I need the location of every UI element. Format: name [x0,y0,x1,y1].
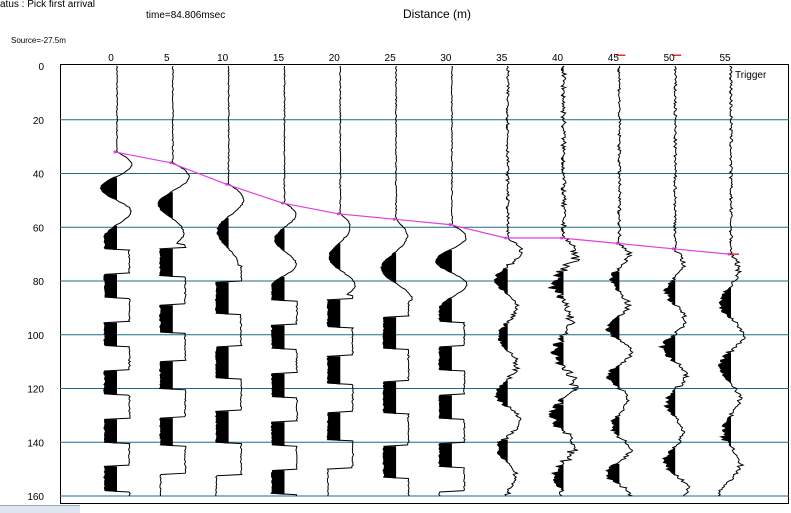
trace-fill [158,192,173,447]
x-tick-label: 45 [608,53,620,64]
x-tick-label: 10 [217,53,229,64]
seismic-trace [326,66,356,497]
pick-point[interactable] [615,241,619,245]
x-tick-label: 55 [719,53,731,64]
trace-fill [659,87,676,476]
y-tick-label: 0 [38,62,44,73]
pick-point[interactable] [671,247,675,251]
y-tick-label: 40 [33,170,45,181]
seismic-trace [657,65,691,497]
y-tick-label: 80 [33,277,45,288]
trace-fill [380,252,397,479]
x-tick-label: 0 [108,53,114,64]
trace-fill [327,243,341,441]
seismic-traces [99,54,746,497]
x-axis-title: Distance (m) [403,7,472,21]
seismic-trace [214,65,245,497]
seismic-trace [435,65,468,497]
first-arrival-pick-line[interactable] [114,151,730,255]
seismic-trace [270,66,299,497]
seismic-trace [493,65,524,497]
x-tick-label: 5 [164,53,170,64]
trace-fill [605,68,620,484]
seismic-trace [605,65,634,497]
y-tick-label: 120 [27,385,44,396]
seismic-trace [548,65,581,497]
trace-fill [435,250,452,468]
trace-fill [271,228,285,495]
y-tick-label: 140 [27,438,44,449]
first-arrival-picks [113,150,739,256]
x-tick-label: 25 [385,53,397,64]
x-tick-labels: 0 5 10 15 20 25 30 35 40 45 50 55 [108,53,731,64]
status-text: atus : Pick first arrival [0,0,96,10]
pick-point[interactable] [504,236,508,240]
pick-point[interactable] [225,182,229,186]
x-tick-label: 15 [273,53,285,64]
y-tick-label: 20 [33,116,45,127]
seismic-trace [99,65,133,497]
horizontal-scrollbar[interactable] [0,505,80,513]
x-tick-label: 40 [552,53,564,64]
x-tick-label: 35 [496,53,508,64]
pick-point[interactable] [169,161,173,165]
x-tick-label: 50 [664,53,676,64]
seismogram-frame [60,64,789,504]
pick-point[interactable] [392,217,396,221]
trace-fill [215,217,229,444]
x-tick-label: 20 [329,53,341,64]
y-tick-labels: 0 20 40 60 80 100 120 140 160 [27,62,44,503]
source-position: Source=-27.5m [11,36,66,45]
trace-fill [100,177,117,492]
trace-fill [548,67,564,491]
trigger-label: Trigger [735,70,767,81]
pick-point[interactable] [727,252,731,256]
pick-point[interactable] [336,212,340,216]
seismic-trace [157,65,190,497]
pick-point[interactable] [448,223,452,227]
trace-fill [718,66,731,447]
y-tick-label: 160 [27,492,44,503]
time-readout: time=84.806msec [146,10,226,21]
y-tick-label: 100 [27,331,44,342]
pick-point[interactable] [280,201,284,205]
seismic-trace [717,65,746,497]
y-tick-label: 60 [33,223,45,234]
trace-fill [494,92,508,463]
pick-point[interactable] [560,236,564,240]
seismic-trace [380,65,413,497]
x-tick-label: 30 [440,53,452,64]
pick-point[interactable] [113,150,117,154]
